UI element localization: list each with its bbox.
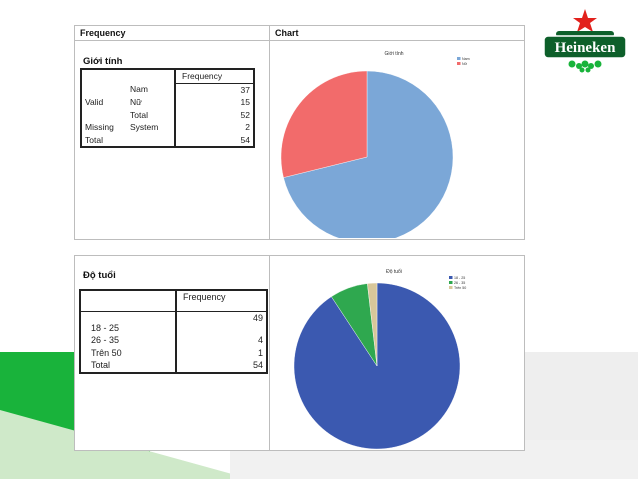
column-header: Frequency <box>176 290 267 312</box>
table-row: Valid Nữ 15 <box>85 96 250 109</box>
panel-divider <box>269 256 270 450</box>
gender-panel: Frequency Chart Giới tính Frequency Nam … <box>74 25 525 240</box>
header-rule <box>75 40 524 41</box>
frequency-header: Frequency <box>80 28 126 38</box>
column-header: Frequency <box>175 69 254 84</box>
age-panel: Độ tuổi Frequency 18 - 25 49 26 - 35 4 T… <box>74 255 525 451</box>
panel-divider <box>269 26 270 239</box>
gender-subtitle: Giới tính <box>83 56 123 67</box>
table-row: Total 54 <box>81 133 254 147</box>
legend-entry: 18 - 25 <box>454 276 465 280</box>
legend-swatch <box>457 57 461 60</box>
legend-swatch <box>449 281 453 284</box>
legend-entry: 26 - 35 <box>454 281 465 285</box>
legend-entry: Nữ <box>462 62 468 66</box>
chart-header: Chart <box>275 28 299 38</box>
legend-entry: Trên 50 <box>454 286 466 290</box>
table-row: 18 - 25 49 <box>80 311 267 334</box>
table-row: 26 - 35 4 <box>80 334 267 347</box>
table-row: Nam 37 <box>81 83 254 96</box>
hops-decoration-icon <box>568 60 602 73</box>
table-row: Trên 50 1 <box>80 346 267 359</box>
legend-entry: Nam <box>462 57 470 61</box>
legend-swatch <box>457 62 461 65</box>
logo-plate <box>543 35 627 59</box>
legend-swatch <box>449 276 453 279</box>
red-star-icon <box>573 9 597 32</box>
table-row: Total 52 <box>81 108 254 121</box>
legend-swatch <box>449 286 453 289</box>
pie-slice <box>280 70 368 178</box>
pie-slice <box>367 282 378 367</box>
table-row: Missing System 2 <box>85 121 250 134</box>
logo-wordmark: Heineken <box>555 40 616 56</box>
table-row: Frequency <box>81 69 254 84</box>
table-row: Total 54 <box>80 359 267 373</box>
age-subtitle: Độ tuổi <box>83 270 116 281</box>
chart-title: Giới tính <box>384 51 403 57</box>
gender-frequency-table: Frequency Nam 37 Valid Nữ 15 Total 52 Mi… <box>80 68 255 148</box>
chart-title: Độ tuổi <box>386 268 402 275</box>
age-frequency-table: Frequency 18 - 25 49 26 - 35 4 Trên 50 1… <box>79 289 268 374</box>
table-row: Frequency <box>80 290 267 312</box>
heineken-logo: Heineken <box>543 9 627 73</box>
pie-slice <box>283 70 454 238</box>
